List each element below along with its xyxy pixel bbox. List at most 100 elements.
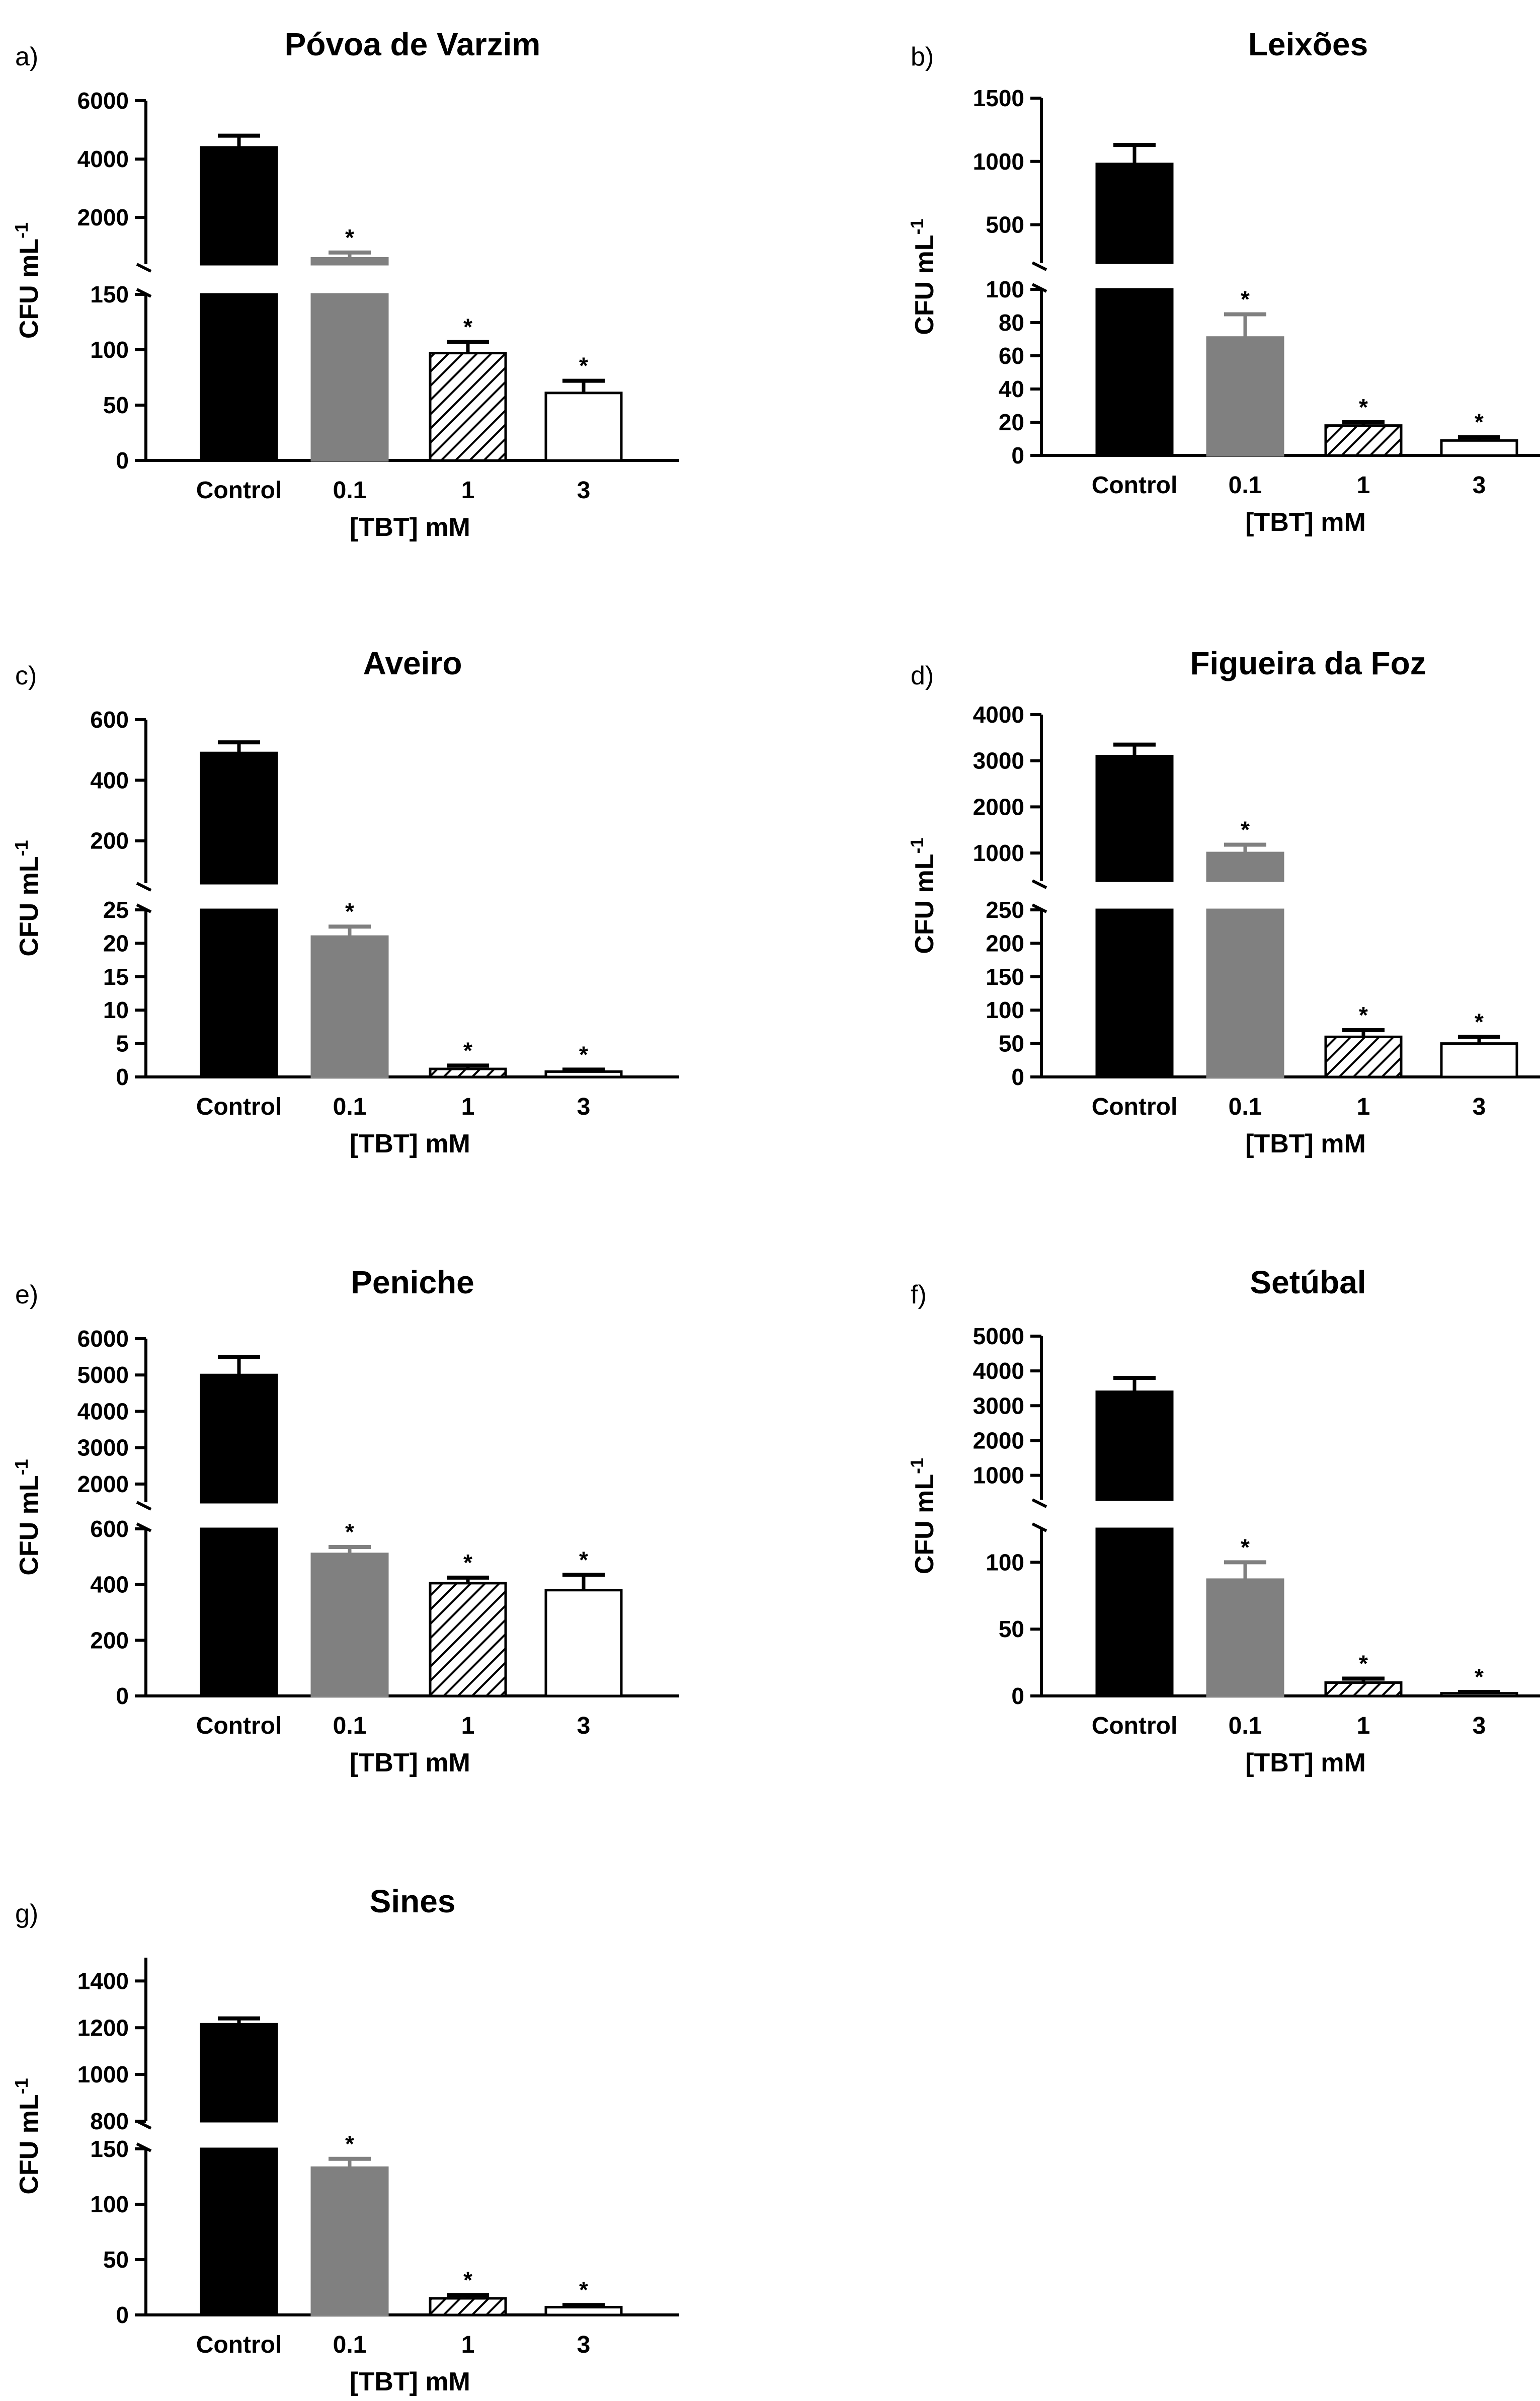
x-tick-label: Control bbox=[1092, 1713, 1178, 1739]
bar-Control-lower bbox=[200, 908, 278, 1078]
y-tick-label: 4000 bbox=[973, 1358, 1024, 1384]
axis-break-mark bbox=[136, 882, 152, 892]
significance-marker: * bbox=[579, 353, 588, 379]
bar-1 bbox=[429, 352, 507, 462]
y-tick-label: 0 bbox=[1011, 442, 1024, 469]
chart-title: Peniche bbox=[351, 1264, 474, 1300]
y-tick-label: 50 bbox=[103, 2247, 129, 2273]
panel-label: e) bbox=[15, 1280, 38, 1309]
bar-Control-lower bbox=[200, 2147, 278, 2316]
x-tick-label: 3 bbox=[577, 1713, 591, 1739]
x-tick-label: 0.1 bbox=[333, 477, 367, 504]
y-tick-label: 100 bbox=[90, 337, 129, 363]
panel-label: b) bbox=[911, 42, 934, 71]
bar-3 bbox=[1440, 439, 1518, 457]
x-tick-label: 0.1 bbox=[1229, 1094, 1262, 1120]
x-tick-label: 1 bbox=[461, 477, 475, 504]
x-tick-label: 1 bbox=[461, 1094, 475, 1120]
y-tick-label: 60 bbox=[999, 343, 1024, 369]
bar-0.1 bbox=[310, 2166, 389, 2316]
y-tick-label: 100 bbox=[90, 2191, 129, 2217]
chart-panel-2: c) Aveiro 200 400 600 0 5 10 15 20 25 CFU mL-1 Contr… bbox=[11, 645, 679, 1158]
bar-0.1 bbox=[1206, 336, 1284, 457]
y-axis-label: CFU mL-1 bbox=[11, 1459, 44, 1575]
y-axis-label: CFU mL-1 bbox=[11, 222, 44, 339]
chart-title: Setúbal bbox=[1250, 1264, 1366, 1300]
chart-panel-5: f) Setúbal 1000 2000 3000 4000 5000 0 50 100 CFU m… bbox=[907, 1264, 1540, 1777]
x-tick-label: Control bbox=[196, 1713, 282, 1739]
y-tick-label: 50 bbox=[999, 1616, 1024, 1642]
significance-marker: * bbox=[1475, 1664, 1484, 1690]
bar-Control-upper bbox=[1095, 1390, 1174, 1501]
significance-marker: * bbox=[463, 314, 472, 340]
y-tick-label: 1200 bbox=[77, 2015, 129, 2041]
bar-3 bbox=[544, 392, 623, 462]
x-tick-label: 3 bbox=[1473, 1713, 1486, 1739]
significance-marker: * bbox=[579, 1546, 588, 1573]
y-tick-label: 200 bbox=[90, 1627, 129, 1653]
y-tick-label: 50 bbox=[999, 1031, 1024, 1057]
y-tick-label: 600 bbox=[90, 1516, 129, 1542]
panel-label: d) bbox=[911, 661, 934, 690]
significance-marker: * bbox=[1359, 1650, 1368, 1676]
panel-label: a) bbox=[15, 42, 38, 71]
significance-marker: * bbox=[1475, 1009, 1484, 1035]
x-axis-label: [TBT] mM bbox=[1245, 1748, 1366, 1777]
y-tick-label: 150 bbox=[986, 964, 1024, 990]
y-axis-label-text: CFU mL bbox=[15, 856, 44, 956]
bar-3 bbox=[544, 1070, 623, 1078]
x-tick-label: Control bbox=[196, 1094, 282, 1120]
panel-label: c) bbox=[15, 661, 37, 690]
significance-marker: * bbox=[345, 898, 354, 924]
y-tick-label: 5000 bbox=[973, 1323, 1024, 1349]
significance-marker: * bbox=[463, 1550, 472, 1576]
x-tick-label: 1 bbox=[1357, 472, 1370, 499]
chart-title: Póvoa de Varzim bbox=[285, 26, 541, 62]
y-tick-label: 6000 bbox=[77, 1326, 129, 1352]
bar-Control-upper bbox=[200, 751, 278, 885]
y-tick-label: 0 bbox=[116, 1064, 129, 1090]
significance-marker: * bbox=[1241, 286, 1250, 313]
y-axis-label-superscript: -1 bbox=[907, 218, 927, 235]
y-tick-label: 400 bbox=[90, 1572, 129, 1598]
bar-Control-lower bbox=[1095, 908, 1174, 1078]
y-tick-label: 400 bbox=[90, 767, 129, 793]
significance-marker: * bbox=[345, 224, 354, 251]
significance-marker: * bbox=[1241, 817, 1250, 843]
bar-0.1-lower bbox=[1206, 908, 1284, 1078]
y-tick-label: 3000 bbox=[77, 1435, 129, 1461]
y-tick-label: 100 bbox=[986, 276, 1024, 302]
x-tick-label: 1 bbox=[461, 2332, 475, 2358]
significance-marker: * bbox=[1475, 409, 1484, 435]
x-axis-label: [TBT] mM bbox=[350, 1748, 470, 1777]
bar-Control-upper bbox=[200, 2023, 278, 2123]
significance-marker: * bbox=[579, 2277, 588, 2303]
y-axis-label: CFU mL-1 bbox=[11, 840, 44, 956]
axis-break-mark bbox=[1031, 879, 1047, 889]
y-tick-label: 3000 bbox=[973, 1392, 1024, 1419]
y-axis-label-text: CFU mL bbox=[910, 854, 939, 954]
y-tick-label: 600 bbox=[90, 707, 129, 733]
x-tick-label: 3 bbox=[577, 2332, 591, 2358]
chart-title: Sines bbox=[370, 1883, 456, 1919]
bar-Control-upper bbox=[1095, 755, 1174, 882]
significance-marker: * bbox=[1359, 394, 1368, 420]
y-axis-label: CFU mL-1 bbox=[907, 1458, 939, 1574]
significance-marker: * bbox=[463, 1037, 472, 1063]
panel-label: g) bbox=[15, 1899, 38, 1928]
y-tick-label: 1000 bbox=[973, 148, 1024, 175]
significance-marker: * bbox=[345, 1519, 354, 1545]
x-axis-label: [TBT] mM bbox=[350, 2367, 470, 2396]
y-axis-label-text: CFU mL bbox=[910, 1474, 939, 1574]
chart-title: Figueira da Foz bbox=[1190, 645, 1426, 681]
y-axis-label: CFU mL-1 bbox=[907, 837, 939, 954]
y-tick-label: 200 bbox=[90, 828, 129, 854]
x-tick-label: 3 bbox=[1473, 1094, 1486, 1120]
y-tick-label: 100 bbox=[986, 997, 1024, 1023]
y-tick-label: 25 bbox=[103, 897, 129, 923]
x-tick-label: 3 bbox=[577, 477, 591, 504]
x-axis-label: [TBT] mM bbox=[350, 1129, 470, 1158]
y-axis-label: CFU mL-1 bbox=[11, 2078, 44, 2194]
chart-title: Leixões bbox=[1248, 26, 1368, 62]
